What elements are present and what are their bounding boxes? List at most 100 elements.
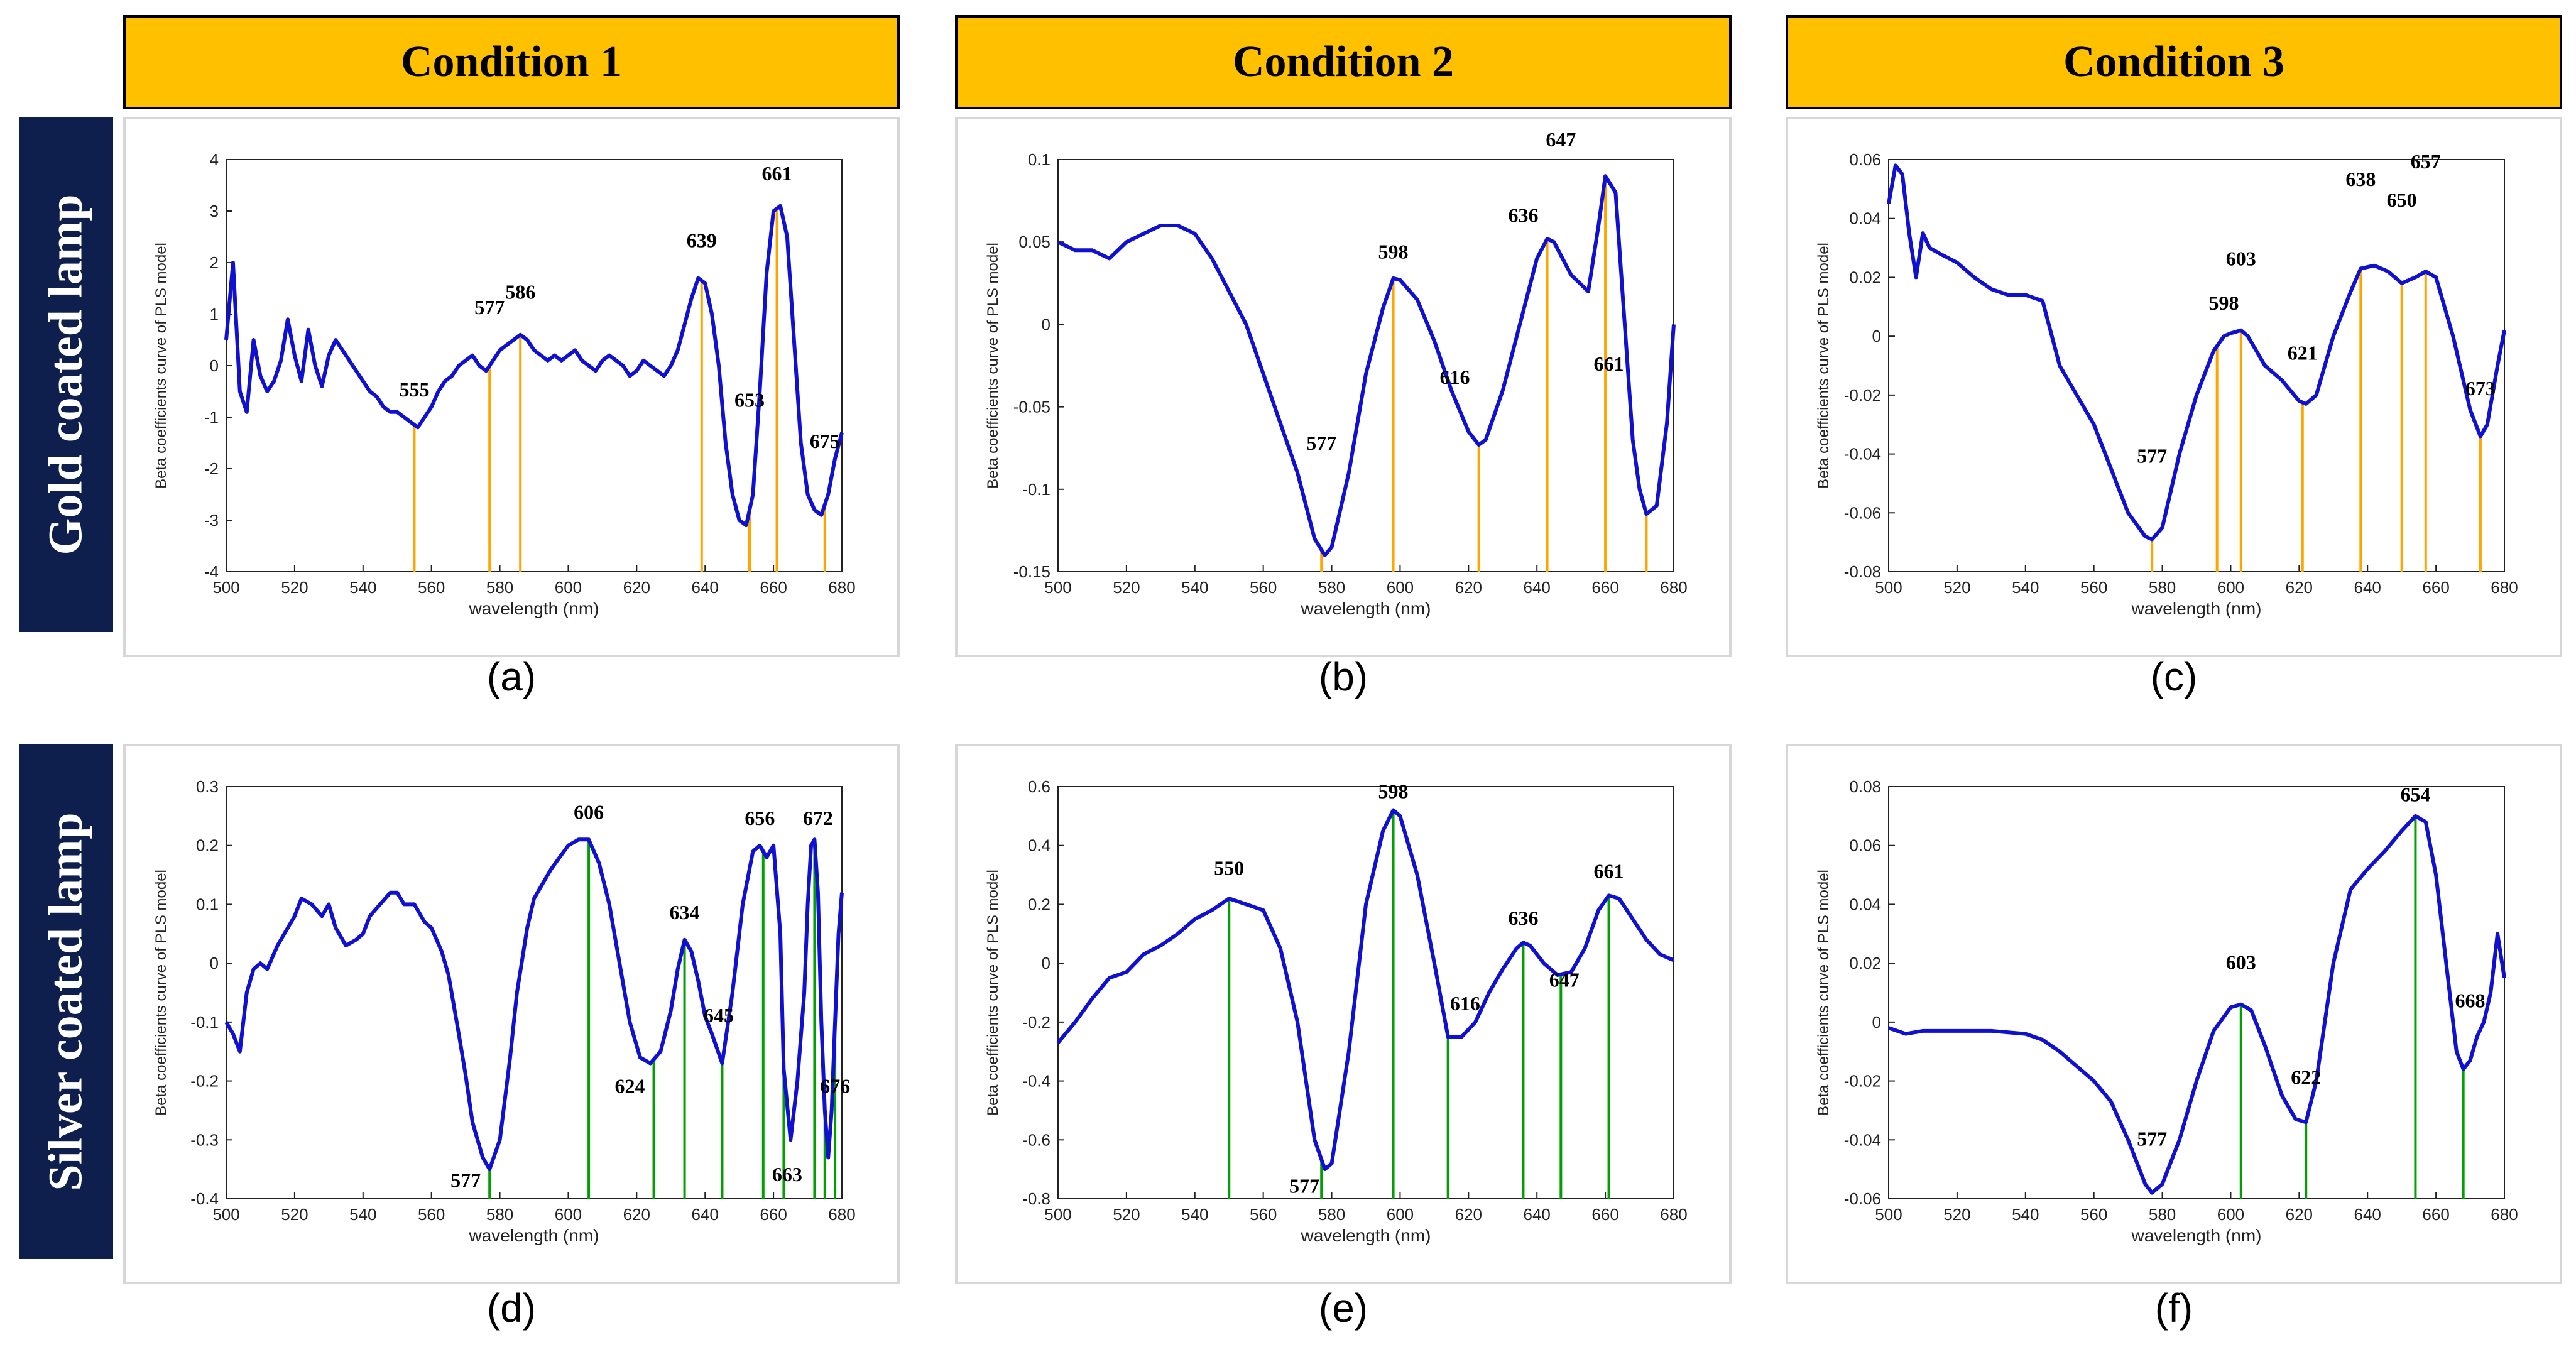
y-tick-label: 0 xyxy=(1872,1013,1881,1032)
x-tick-label: 600 xyxy=(555,1205,582,1224)
x-tick-label: 520 xyxy=(1943,578,1970,597)
x-tick-label: 600 xyxy=(1387,578,1414,597)
y-tick-label: 1 xyxy=(210,305,219,324)
x-tick-label: 580 xyxy=(486,578,513,597)
peak-label: 577 xyxy=(2137,1128,2167,1150)
sublabel-a: (a) xyxy=(486,654,537,699)
x-tick-label: 500 xyxy=(1044,578,1071,597)
y-tick-label: 0.2 xyxy=(1028,895,1051,913)
y-tick-label: -0.2 xyxy=(190,1072,219,1091)
y-tick-label: 0.2 xyxy=(196,836,219,855)
peak-label: 598 xyxy=(1378,240,1409,263)
y-axis-label: Beta coefficients curve of PLS model xyxy=(153,870,170,1116)
x-tick-label: 620 xyxy=(1455,578,1482,597)
x-tick-label: 500 xyxy=(212,578,239,597)
peak-label: 616 xyxy=(1450,992,1480,1015)
beta-curve xyxy=(1056,808,1675,1172)
x-tick-label: 560 xyxy=(2080,578,2107,597)
peak-label: 634 xyxy=(670,901,700,924)
x-tick-label: 620 xyxy=(1455,1205,1482,1224)
row-header-silver: Silver coated lamp xyxy=(19,744,113,1259)
x-tick-label: 620 xyxy=(623,578,650,597)
x-tick-label: 680 xyxy=(1660,578,1687,597)
y-tick-label: 0.6 xyxy=(1028,777,1051,796)
row-header-gold-label: Gold coated lamp xyxy=(39,194,92,555)
x-tick-label: 660 xyxy=(2422,578,2449,597)
x-tick-label: 540 xyxy=(1181,578,1208,597)
chart-panel-b: 500 520 540 560 580 600 620 640 660 680 0.1 0.05 0 -0… xyxy=(955,117,1732,657)
plot-frame xyxy=(1888,786,2505,1199)
sublabel-c: (c) xyxy=(2150,654,2198,699)
x-tick-label: 580 xyxy=(2149,578,2176,597)
y-axis-label: Beta coefficients curve of PLS model xyxy=(985,870,1001,1116)
x-tick-label: 540 xyxy=(349,578,376,597)
x-tick-label: 640 xyxy=(692,1205,719,1224)
y-tick-label: -3 xyxy=(204,511,219,530)
beta-curve xyxy=(1057,174,1676,557)
peak-label: 650 xyxy=(2387,188,2417,211)
peak-label: 647 xyxy=(1549,969,1580,991)
y-tick-label: 0.06 xyxy=(1849,150,1881,169)
peak-label: 624 xyxy=(614,1074,645,1097)
x-tick-label: 640 xyxy=(1524,1205,1551,1224)
x-axis-label: wavelength (nm) xyxy=(1301,1226,1431,1245)
x-tick-label: 560 xyxy=(1250,1205,1277,1224)
sublabel-b: (b) xyxy=(1318,654,1368,699)
x-tick-label: 640 xyxy=(1524,578,1551,597)
beta-curve xyxy=(224,204,844,528)
beta-curve xyxy=(1888,814,2506,1195)
x-tick-label: 500 xyxy=(1875,1205,1902,1224)
peak-label: 598 xyxy=(2209,292,2239,314)
y-tick-label: 3 xyxy=(210,202,219,221)
x-tick-label: 640 xyxy=(692,578,719,597)
x-axis-label: wavelength (nm) xyxy=(469,1226,599,1245)
sublabel-f: (f) xyxy=(2154,1285,2193,1331)
y-tick-label: -1 xyxy=(204,408,219,427)
plot-frame xyxy=(1888,159,2505,572)
peak-label: 668 xyxy=(2455,989,2486,1012)
y-tick-label: 0 xyxy=(1042,315,1051,334)
peak-label: 636 xyxy=(1508,204,1538,227)
beta-curve xyxy=(224,837,844,1172)
plot-frame xyxy=(1057,786,1674,1199)
y-tick-label: -0.08 xyxy=(1844,562,1881,581)
y-tick-label: 0.1 xyxy=(196,895,219,913)
y-axis-label: Beta coefficients curve of PLS model xyxy=(985,243,1001,489)
row-header-gold: Gold coated lamp xyxy=(19,117,113,632)
peak-label: 636 xyxy=(1508,907,1538,929)
x-axis-label: wavelength (nm) xyxy=(2131,599,2262,618)
x-tick-label: 680 xyxy=(2491,1205,2518,1224)
x-tick-label: 620 xyxy=(2286,578,2313,597)
peak-label: 577 xyxy=(450,1169,481,1191)
peak-label: 645 xyxy=(704,1004,734,1027)
y-tick-label: 0.06 xyxy=(1849,836,1881,855)
y-tick-label: 4 xyxy=(210,150,219,169)
y-axis-label: Beta coefficients curve of PLS model xyxy=(1815,870,1832,1116)
sublabel-d: (d) xyxy=(486,1285,537,1331)
peak-label: 661 xyxy=(1594,352,1624,375)
y-tick-label: 0 xyxy=(1872,327,1881,346)
x-tick-label: 520 xyxy=(1943,1205,1970,1224)
y-tick-label: 0 xyxy=(210,954,219,973)
y-tick-label: 0.04 xyxy=(1849,895,1881,913)
beta-curve xyxy=(1887,163,2506,542)
peak-label: 638 xyxy=(2345,168,2376,190)
y-tick-label: -0.3 xyxy=(190,1130,219,1149)
y-tick-label: -0.2 xyxy=(1022,1013,1051,1032)
peak-label: 647 xyxy=(1546,128,1576,151)
x-tick-label: 660 xyxy=(1591,1205,1618,1224)
y-tick-label: -0.6 xyxy=(1022,1130,1051,1149)
chart-a: 500 520 540 560 580 600 620 640 660 680 4 3 2 1 0 -1 -2 -… xyxy=(153,150,856,618)
chart-e: 500 520 540 560 580 600 620 640 660 680 0.6 0.4 0.2 0… xyxy=(985,777,1688,1245)
chart-panel-d: 500 520 540 560 580 600 620 640 660 680 0.3 0.2 0.1 0… xyxy=(123,744,900,1284)
x-tick-label: 620 xyxy=(2286,1205,2313,1224)
row-header-silver-label: Silver coated lamp xyxy=(39,812,92,1191)
peak-label: 676 xyxy=(820,1074,850,1097)
y-tick-label: 0.04 xyxy=(1849,209,1881,228)
y-tick-label: -0.15 xyxy=(1013,562,1051,581)
x-tick-label: 580 xyxy=(2149,1205,2176,1224)
x-tick-label: 600 xyxy=(1387,1205,1414,1224)
x-axis-label: wavelength (nm) xyxy=(2131,1226,2262,1245)
x-tick-label: 680 xyxy=(828,1205,855,1224)
y-tick-label: -0.05 xyxy=(1013,398,1051,417)
